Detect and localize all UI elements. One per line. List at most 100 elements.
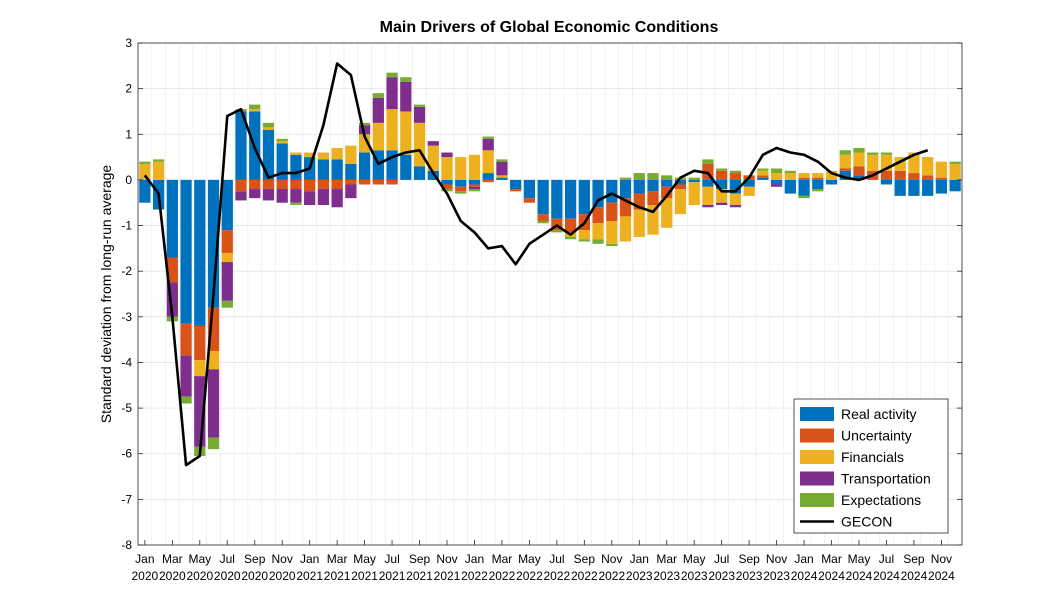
bar-segment: [276, 143, 288, 180]
bar-segment: [564, 236, 577, 240]
bar-segment: [537, 220, 549, 224]
bar-segment: [207, 179, 220, 308]
x-tick-month: Jul: [549, 552, 564, 566]
bar-segment: [152, 159, 165, 162]
bar-segment: [798, 173, 810, 178]
bar-segment: [674, 189, 687, 215]
y-tick-label: 1: [125, 127, 132, 141]
x-tick-year: 2024: [846, 569, 873, 583]
bar-segment: [523, 198, 536, 203]
bar-segment: [812, 179, 824, 190]
bar-segment: [592, 239, 604, 244]
x-tick-year: 2022: [544, 569, 571, 583]
bar-segment: [647, 173, 659, 180]
bar-segment: [139, 163, 151, 180]
bar-segment: [922, 179, 934, 196]
bar-segment: [427, 141, 439, 146]
bar-segment: [468, 184, 481, 187]
bar-segment: [537, 179, 549, 215]
x-tick-month: Sep: [244, 552, 266, 566]
bar-segment: [455, 157, 467, 180]
bar-segment: [853, 175, 865, 180]
bar-segment: [674, 184, 687, 190]
bar-segment: [757, 175, 769, 178]
bar-segment: [441, 152, 453, 158]
legend-label: Transportation: [841, 471, 931, 487]
bar-segment: [894, 179, 906, 196]
bar-segment: [427, 145, 439, 171]
x-tick-year: 2020: [269, 569, 296, 583]
bar-segment: [166, 282, 178, 317]
bar-segment: [345, 179, 357, 185]
y-tick-label: 3: [125, 36, 132, 50]
y-tick-label: -5: [121, 401, 132, 415]
bar-segment: [262, 122, 275, 128]
bar-segment: [606, 243, 618, 247]
bar-segment: [812, 173, 824, 178]
x-tick-year: 2021: [296, 569, 323, 583]
bar-segment: [496, 177, 508, 180]
bar-segment: [372, 93, 384, 98]
bar-segment: [372, 122, 384, 151]
bar-segment: [702, 179, 714, 187]
bar-segment: [853, 152, 865, 167]
bar-segment: [688, 182, 700, 206]
bar-segment: [180, 355, 192, 397]
x-tick-year: 2024: [928, 569, 955, 583]
bar-segment: [262, 129, 275, 180]
bar-segment: [413, 166, 426, 180]
bar-segment: [949, 179, 961, 192]
x-tick-year: 2020: [241, 569, 268, 583]
bar-segment: [304, 152, 316, 158]
bar-segment: [331, 179, 343, 190]
legend-swatch: [800, 407, 834, 421]
bar-segment: [839, 150, 851, 155]
y-axis: 3 2 1 0 -1 -2 -3 -4 -5 -6 -7 -8: [121, 36, 962, 552]
bar-segment: [729, 179, 742, 194]
bar-segment: [235, 191, 247, 201]
bar-segment: [839, 154, 851, 169]
bar-segment: [510, 189, 522, 192]
bar-segment: [647, 205, 659, 235]
bar-segment: [194, 179, 206, 326]
bar-segment: [358, 122, 371, 126]
x-tick-month: Sep: [903, 552, 925, 566]
y-tick-label: 2: [125, 82, 132, 96]
bar-segment: [482, 150, 494, 174]
x-tick-year: 2023: [681, 569, 708, 583]
bar-segment: [139, 161, 151, 164]
bar-segment: [441, 157, 453, 180]
x-tick-year: 2021: [406, 569, 433, 583]
bar-segment: [358, 125, 371, 135]
legend-swatch: [800, 428, 834, 443]
bar-segment: [317, 152, 330, 160]
y-tick-label: -1: [121, 219, 132, 233]
bar-segment: [262, 179, 275, 190]
x-tick-month: Jan: [794, 552, 813, 566]
bar-segment: [839, 168, 851, 171]
bar-segment: [702, 205, 714, 208]
x-tick-year: 2020: [186, 569, 213, 583]
bar-segment: [619, 177, 632, 180]
bar-segment: [180, 179, 192, 324]
bar-segment: [922, 175, 934, 180]
bar-segment: [386, 77, 398, 110]
bar-segment: [468, 179, 481, 185]
bar-segment: [166, 257, 178, 283]
bar-segment: [867, 152, 879, 155]
x-tick-month: Jan: [135, 552, 154, 566]
y-tick-label: -2: [121, 264, 132, 278]
y-tick-label: -4: [121, 355, 132, 369]
bar-segment: [345, 184, 357, 199]
bar-segment: [166, 179, 178, 258]
x-tick-year: 2022: [461, 569, 488, 583]
gecon-line-group: [143, 62, 929, 467]
legend: Real activity Uncertainty Financials Transp…: [793, 398, 949, 534]
x-tick-year: 2020: [132, 569, 159, 583]
bars: [139, 72, 961, 457]
bar-segment: [839, 170, 851, 180]
bar-segment: [221, 179, 233, 231]
y-axis-label: Standard deviation from long-run average: [98, 165, 114, 424]
bar-segment: [482, 136, 494, 139]
